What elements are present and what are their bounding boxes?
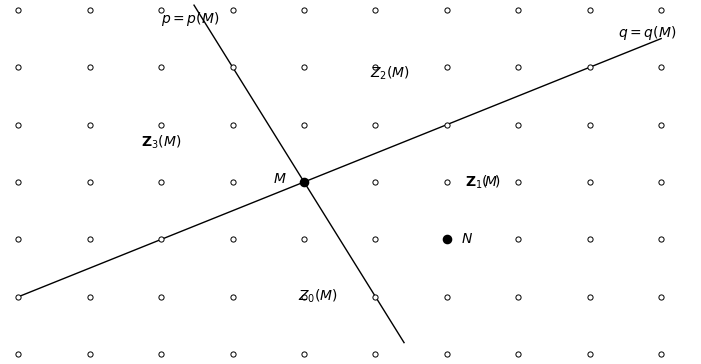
- Text: $\mathbf{Z}_1(\!M\!)$: $\mathbf{Z}_1(\!M\!)$: [465, 173, 501, 191]
- Point: [156, 351, 167, 357]
- Point: [442, 7, 453, 13]
- Point: [299, 294, 310, 300]
- Point: [156, 64, 167, 70]
- Point: [370, 179, 381, 185]
- Point: [227, 122, 238, 127]
- Point: [655, 294, 667, 300]
- Point: [299, 7, 310, 13]
- Point: [512, 294, 524, 300]
- Text: $q{=}q(M)$: $q{=}q(M)$: [618, 24, 676, 42]
- Point: [84, 351, 95, 357]
- Point: [227, 179, 238, 185]
- Point: [584, 64, 595, 70]
- Point: [299, 179, 310, 185]
- Point: [227, 351, 238, 357]
- Point: [84, 122, 95, 127]
- Point: [13, 351, 24, 357]
- Point: [13, 122, 24, 127]
- Point: [655, 122, 667, 127]
- Point: [13, 294, 24, 300]
- Point: [442, 64, 453, 70]
- Point: [156, 179, 167, 185]
- Point: [655, 64, 667, 70]
- Text: $Z_0(M)$: $Z_0(M)$: [299, 288, 339, 305]
- Point: [584, 351, 595, 357]
- Point: [512, 351, 524, 357]
- Point: [584, 179, 595, 185]
- Text: $M$: $M$: [273, 172, 286, 186]
- Point: [299, 122, 310, 127]
- Point: [370, 64, 381, 70]
- Point: [584, 7, 595, 13]
- Point: [227, 237, 238, 242]
- Point: [512, 7, 524, 13]
- Text: $p{=}p(M)$: $p{=}p(M)$: [161, 9, 219, 28]
- Point: [13, 64, 24, 70]
- Point: [584, 294, 595, 300]
- Point: [442, 122, 453, 127]
- Point: [442, 294, 453, 300]
- Point: [299, 351, 310, 357]
- Text: $Z_2(M)$: $Z_2(M)$: [370, 64, 410, 82]
- Point: [227, 294, 238, 300]
- Point: [584, 122, 595, 127]
- Text: $N$: $N$: [461, 232, 473, 246]
- Point: [512, 237, 524, 242]
- Point: [84, 237, 95, 242]
- Point: [84, 294, 95, 300]
- Point: [299, 237, 310, 242]
- Point: [655, 179, 667, 185]
- Point: [156, 7, 167, 13]
- Point: [442, 237, 453, 242]
- Point: [512, 179, 524, 185]
- Point: [370, 351, 381, 357]
- Point: [370, 122, 381, 127]
- Point: [13, 7, 24, 13]
- Point: [84, 64, 95, 70]
- Point: [370, 7, 381, 13]
- Point: [512, 122, 524, 127]
- Point: [13, 179, 24, 185]
- Point: [227, 64, 238, 70]
- Point: [442, 351, 453, 357]
- Point: [655, 7, 667, 13]
- Point: [156, 237, 167, 242]
- Point: [227, 7, 238, 13]
- Point: [512, 64, 524, 70]
- Point: [370, 294, 381, 300]
- Point: [156, 122, 167, 127]
- Point: [84, 179, 95, 185]
- Point: [584, 237, 595, 242]
- Point: [370, 237, 381, 242]
- Point: [299, 64, 310, 70]
- Point: [655, 237, 667, 242]
- Point: [84, 7, 95, 13]
- Point: [13, 237, 24, 242]
- Point: [655, 351, 667, 357]
- Point: [156, 294, 167, 300]
- Text: $\mathbf{Z}_3(M)$: $\mathbf{Z}_3(M)$: [141, 133, 182, 151]
- Point: [442, 179, 453, 185]
